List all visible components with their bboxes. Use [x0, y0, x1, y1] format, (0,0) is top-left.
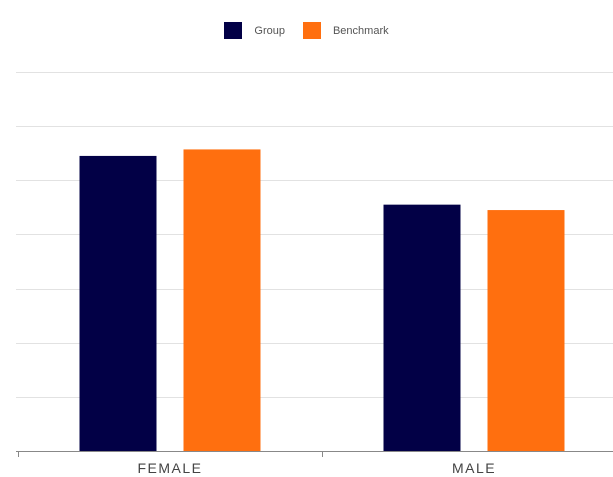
bar-group-male — [383, 204, 461, 451]
legend-item-benchmark: Benchmark — [302, 22, 389, 39]
bar-group-female — [79, 155, 157, 451]
legend-swatch-group — [224, 22, 243, 39]
legend-swatch-benchmark — [302, 22, 321, 39]
legend-label-benchmark: Benchmark — [332, 24, 389, 37]
legend-label-group: Group — [254, 24, 285, 37]
chart-legend: Group Benchmark — [0, 22, 613, 39]
x-tick-label: MALE — [452, 460, 496, 476]
bar-benchmark-female — [183, 149, 261, 451]
bar-benchmark-male — [487, 210, 565, 451]
legend-item-group: Group — [224, 22, 285, 39]
x-tick-label: FEMALE — [137, 460, 202, 476]
